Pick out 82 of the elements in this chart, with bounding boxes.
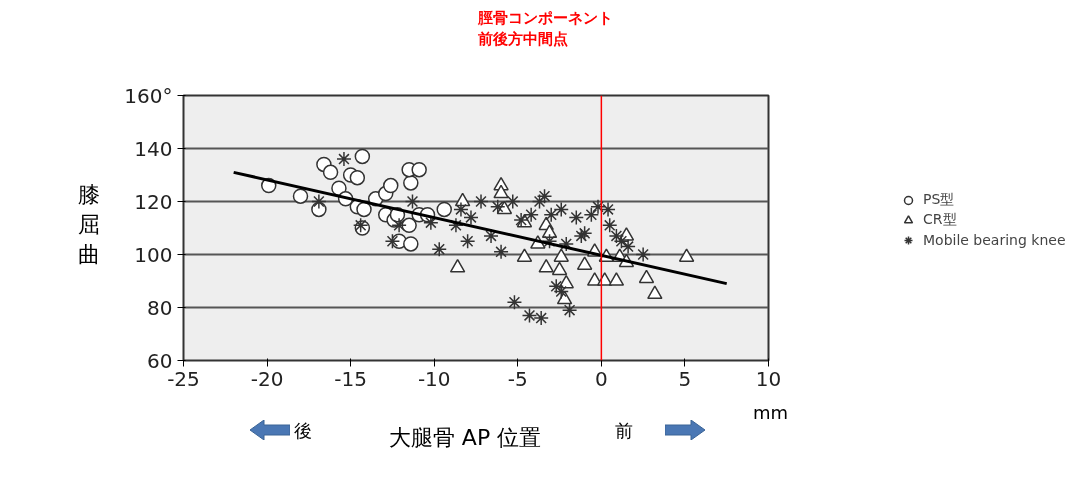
point xyxy=(384,233,401,249)
y-tick-label: 80 xyxy=(147,295,173,320)
point xyxy=(613,233,630,249)
point xyxy=(431,241,447,257)
x-axis-title: 大腿骨 AP 位置 xyxy=(387,424,543,452)
x-tick-label: 0 xyxy=(594,366,608,391)
point xyxy=(521,307,538,324)
ref-line-label: 脛骨コンポーネント前後方中間点 xyxy=(478,8,614,50)
point xyxy=(561,302,578,318)
point xyxy=(590,199,606,215)
point xyxy=(336,151,352,167)
point xyxy=(493,184,509,199)
text: 前 xyxy=(615,419,633,443)
point xyxy=(311,193,327,210)
legend-label: Mobile bearing knee xyxy=(923,232,1066,248)
point xyxy=(558,236,575,252)
point xyxy=(391,217,407,234)
point xyxy=(533,310,549,326)
point xyxy=(506,294,523,310)
point xyxy=(423,214,439,231)
point xyxy=(349,169,366,186)
point xyxy=(505,193,521,210)
point xyxy=(403,175,419,191)
point xyxy=(600,201,616,218)
y-tick-label: 60 xyxy=(147,348,173,373)
x-tick-label: 5 xyxy=(678,366,692,391)
point xyxy=(608,228,625,244)
point xyxy=(553,283,569,300)
point xyxy=(548,278,564,295)
point xyxy=(448,217,464,234)
point xyxy=(489,199,506,215)
point xyxy=(647,285,663,300)
point xyxy=(583,207,600,223)
point xyxy=(411,161,427,178)
y-tick-label: 100 xyxy=(134,242,173,267)
x-tick-label: -15 xyxy=(334,366,367,391)
x-tick-label: -10 xyxy=(417,366,451,391)
y-tick-label: 120 xyxy=(134,189,173,214)
legend-label: CR型 xyxy=(923,211,957,229)
point xyxy=(463,209,479,226)
x-tick-label: 10 xyxy=(755,366,782,391)
point xyxy=(635,246,651,263)
point xyxy=(541,224,558,239)
point xyxy=(516,248,533,262)
point xyxy=(354,148,371,165)
point xyxy=(678,248,695,262)
point xyxy=(553,201,569,218)
point xyxy=(553,248,569,262)
point xyxy=(620,238,636,255)
text: mm xyxy=(753,401,789,425)
point xyxy=(493,244,509,260)
point xyxy=(543,207,559,223)
point xyxy=(453,201,469,218)
point xyxy=(483,228,499,244)
point xyxy=(541,233,558,249)
point xyxy=(436,201,452,218)
point xyxy=(403,236,419,252)
point xyxy=(576,256,593,270)
point xyxy=(608,272,625,286)
x-tick-label: -5 xyxy=(507,366,528,391)
point xyxy=(551,261,568,276)
y-axis-title: 膝屈曲 xyxy=(78,181,100,269)
point xyxy=(404,193,421,210)
point xyxy=(523,207,539,223)
point xyxy=(449,258,466,273)
point xyxy=(401,217,417,234)
point xyxy=(601,217,618,234)
point xyxy=(538,258,554,273)
point xyxy=(638,269,655,284)
point xyxy=(473,193,489,210)
point xyxy=(292,188,309,204)
point xyxy=(322,164,339,181)
x-tick-label: -20 xyxy=(250,366,284,391)
point xyxy=(356,201,372,218)
text: 後 xyxy=(294,419,312,443)
point xyxy=(383,177,399,194)
point xyxy=(513,212,529,228)
point xyxy=(459,233,476,249)
y-tick-label: 160° xyxy=(124,83,173,108)
y-tick-label: 140 xyxy=(134,136,173,161)
legend-label: PS型 xyxy=(923,191,955,209)
point xyxy=(568,209,585,226)
